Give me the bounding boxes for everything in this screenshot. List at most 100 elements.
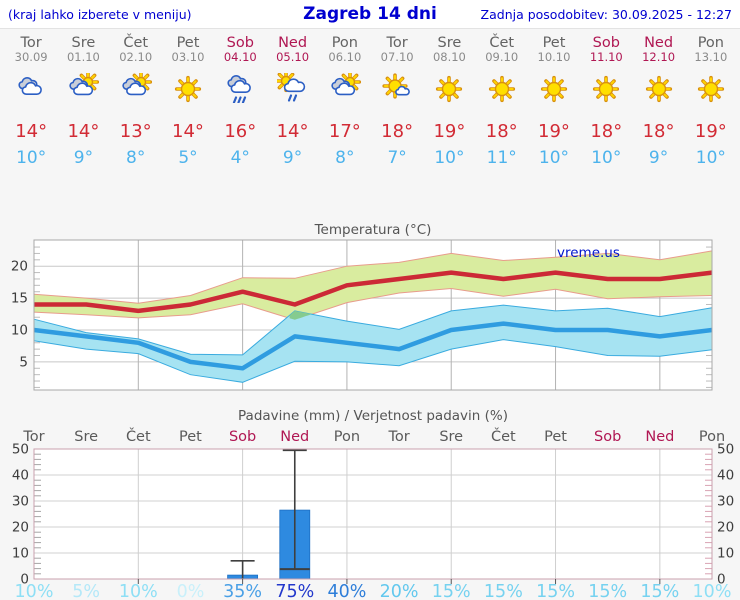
day-date: 01.10: [66, 50, 100, 64]
precip-day-label: Sre: [439, 429, 463, 445]
high-temp: 19°: [433, 121, 466, 142]
probability-label: 10%: [119, 582, 158, 600]
forecast-strip: Tor 30.09 14° 10° Sre 01.10 14° 9° Čet 02.10 13° 8°…: [0, 29, 740, 168]
day-column: Tor 07.10 18° 7°: [371, 35, 423, 168]
precip-axis-label-left: 40: [12, 468, 29, 484]
precip-day-label: Čet: [126, 427, 151, 445]
high-temp: 13°: [119, 121, 152, 142]
precip-axis-label-left: 20: [12, 520, 29, 536]
probability-label: 0%: [177, 582, 205, 600]
low-temp: 10°: [538, 148, 570, 168]
day-name: Tor: [386, 35, 408, 51]
last-update: Zadnja posodobitev: 30.09.2025 - 12:27: [480, 7, 732, 22]
low-temp: 9°: [648, 148, 669, 168]
low-temp: 8°: [335, 148, 355, 168]
low-temp: 9°: [73, 148, 94, 168]
precip-axis-label-right: 40: [717, 468, 734, 484]
day-column: Sre 08.10 19° 10°: [423, 35, 475, 168]
temp-max-line: [34, 270, 713, 314]
precip-day-label: Sre: [74, 429, 98, 445]
sunny-icon: [632, 64, 684, 115]
day-name: Tor: [20, 35, 42, 51]
sun-clouds-icon: [57, 64, 109, 115]
probability-label: 20%: [380, 582, 419, 600]
day-column: Ned 12.10 18° 9°: [632, 35, 684, 168]
low-temp: 10°: [16, 148, 47, 168]
day-name: Ned: [644, 35, 674, 51]
day-name: Sre: [437, 35, 462, 51]
day-column: Sob 04.10 16° 4°: [214, 35, 266, 168]
sun-small-cloud-icon: [371, 64, 423, 115]
menu-hint: (kraj lahko izberete v meniju): [8, 7, 192, 22]
rain-icon: [214, 64, 266, 115]
precip-day-label: Ned: [645, 429, 674, 445]
probability-label: 5%: [72, 582, 100, 600]
precip-axis-label-left: 10: [12, 546, 29, 562]
high-temp: 17°: [328, 121, 361, 142]
day-date: 13.10: [694, 50, 728, 64]
day-date: 07.10: [380, 50, 414, 64]
sunny-icon: [685, 64, 737, 115]
low-temp: 9°: [282, 148, 303, 168]
day-column: Tor 30.09 14° 10°: [5, 35, 57, 168]
sunny-icon: [476, 64, 528, 115]
day-name: Sob: [592, 35, 620, 51]
probability-label: 10%: [15, 582, 54, 600]
low-temp: 8°: [126, 148, 146, 168]
temp-axis-label: 10: [11, 323, 28, 339]
temperature-chart: 5 10 15 20 Temperatura (°C) vreme.us: [11, 222, 713, 391]
probability-label: 15%: [484, 582, 523, 600]
charts-canvas: 5 10 15 20 Temperatura (°C) vreme.us Padavine …: [11, 222, 734, 600]
page-title: Zagreb 14 dni: [303, 4, 437, 24]
high-temp: 18°: [590, 121, 623, 142]
day-column: Sob 11.10 18° 10°: [580, 35, 632, 168]
high-temp: 19°: [694, 121, 727, 142]
precip-axis-label-right: 30: [717, 494, 734, 510]
precip-day-label: Pet: [544, 429, 567, 445]
precip-axis-label-left: 0: [20, 572, 29, 588]
precip-day-label: Pon: [699, 429, 725, 445]
probability-label: 15%: [432, 582, 471, 600]
high-temp: 16°: [224, 121, 257, 142]
precipitation-chart: Padavine (mm) / Verjetnost padavin (%) To…: [12, 408, 734, 600]
day-date: 06.10: [328, 50, 362, 64]
precip-day-label: Tor: [22, 429, 44, 445]
sunny-icon: [528, 64, 580, 115]
temp-axis-label: 5: [19, 354, 28, 370]
precip-axis-label-left: 50: [12, 442, 29, 458]
temp-min-line: [33, 321, 713, 371]
sunny-icon: [162, 64, 214, 115]
precip-day-label: Tor: [387, 429, 409, 445]
high-temp: 14°: [15, 121, 48, 142]
high-temp: 18°: [485, 121, 518, 142]
probability-label: 15%: [588, 582, 627, 600]
low-temp: 10°: [434, 148, 465, 168]
precip-day-label: Sob: [229, 429, 256, 445]
temp-axis-label: 15: [11, 291, 28, 307]
precip-axis-label-right: 50: [717, 442, 734, 458]
day-date: 03.10: [171, 50, 205, 64]
temp-axis-label: 20: [11, 259, 28, 275]
sunny-icon: [423, 64, 475, 115]
watermark-link[interactable]: vreme.us: [557, 245, 620, 261]
low-temp: 11°: [486, 148, 517, 168]
cloudy-icon: [5, 64, 57, 115]
high-temp: 18°: [381, 121, 414, 142]
day-name: Sob: [226, 35, 254, 51]
day-name: Čet: [123, 35, 149, 51]
day-column: Čet 09.10 18° 11°: [476, 35, 528, 168]
day-date: 11.10: [589, 50, 623, 64]
day-date: 10.10: [537, 50, 571, 64]
day-date: 30.09: [14, 50, 48, 64]
low-temp: 10°: [695, 148, 726, 168]
day-name: Čet: [489, 35, 515, 51]
day-date: 04.10: [223, 50, 257, 64]
day-name: Ned: [278, 35, 308, 51]
precip-day-label: Čet: [491, 427, 516, 445]
low-temp: 7°: [387, 148, 407, 168]
day-date: 12.10: [642, 50, 676, 64]
precip-chart-title: Padavine (mm) / Verjetnost padavin (%): [238, 408, 508, 424]
low-temp: 5°: [178, 148, 198, 168]
high-temp: 14°: [67, 121, 100, 142]
probability-label: 75%: [275, 582, 314, 600]
